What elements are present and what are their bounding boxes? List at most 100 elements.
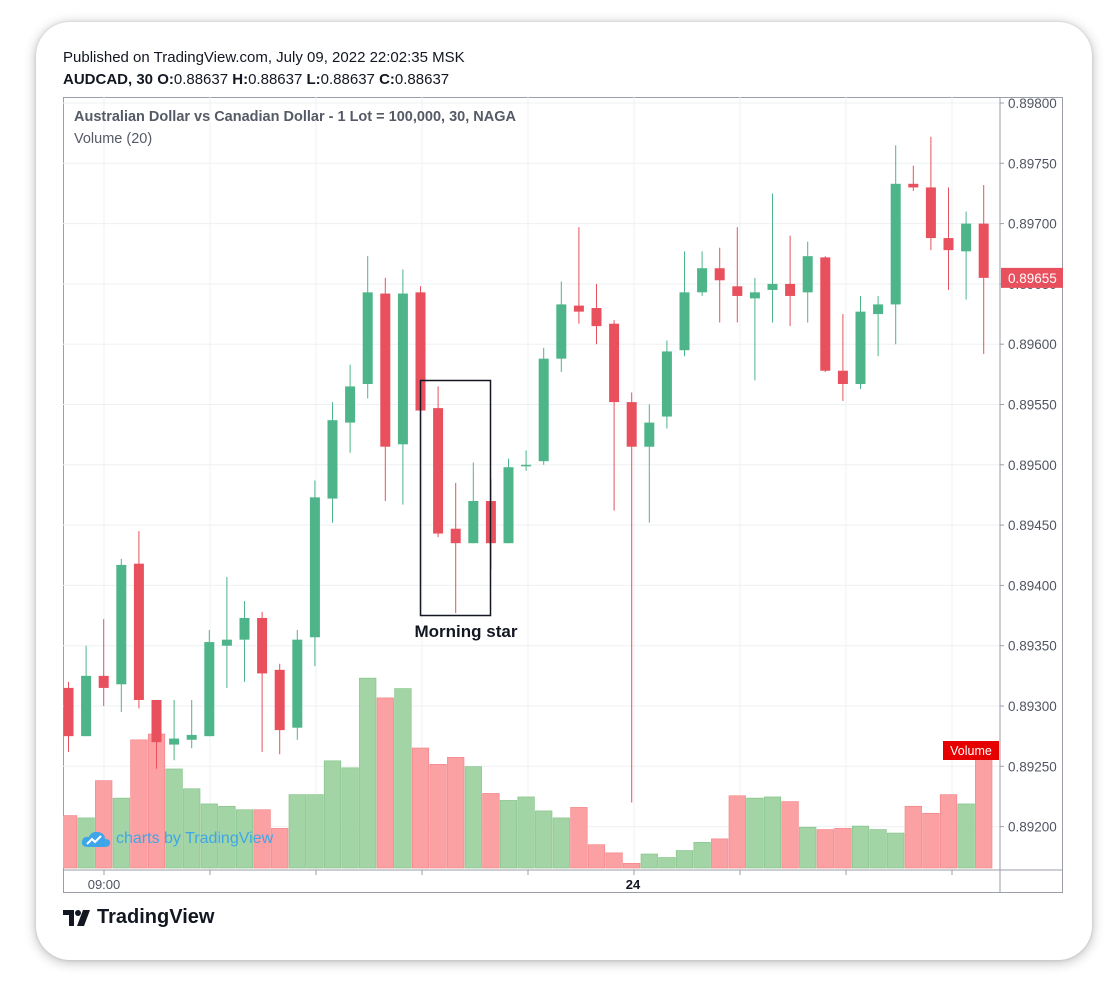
- volume-bar: [957, 803, 975, 869]
- volume-bar: [535, 810, 553, 869]
- volume-bar: [499, 800, 518, 869]
- candle-body: [609, 323, 620, 403]
- volume-bar: [834, 828, 852, 869]
- volume-bar: [570, 807, 588, 869]
- volume-bar: [605, 852, 623, 869]
- candle-body: [925, 187, 936, 239]
- volume-bar: [63, 815, 78, 869]
- volume-bar: [464, 766, 482, 869]
- volume-bar: [359, 677, 377, 869]
- volume-bar: [640, 853, 658, 869]
- instrument-legend: Australian Dollar vs Canadian Dollar - 1…: [74, 109, 516, 125]
- candle-body: [802, 256, 813, 293]
- y-tick-label: 0.89400: [1008, 578, 1057, 593]
- open-label: O:: [157, 71, 174, 88]
- volume-bar: [112, 797, 130, 869]
- volume-bar: [552, 817, 570, 869]
- candle-body: [556, 304, 567, 359]
- volume-bar: [887, 832, 905, 869]
- volume-bar: [218, 805, 236, 869]
- volume-bar: [482, 793, 500, 869]
- ohlc-line: AUDCAD, 30 O:0.88637 H:0.88637 L:0.88637…: [63, 71, 449, 88]
- candle-body: [591, 308, 602, 327]
- watermark: charts by TradingView: [80, 829, 273, 849]
- candle-body: [468, 500, 479, 544]
- candle-body: [450, 528, 461, 544]
- close-label: C:: [379, 71, 395, 88]
- y-tick-label: 0.89550: [1008, 398, 1057, 413]
- candle-body: [221, 639, 232, 646]
- candle-body: [415, 292, 426, 411]
- volume-bar: [429, 764, 447, 869]
- high-label: H:: [232, 71, 249, 88]
- volume-bar: [323, 760, 342, 869]
- volume-bar: [922, 812, 940, 869]
- chart-frame: [63, 97, 1063, 893]
- candle-body: [697, 268, 708, 293]
- volume-bar: [235, 809, 254, 869]
- y-tick-label: 0.89200: [1008, 820, 1057, 835]
- volume-bar: [711, 838, 729, 869]
- volume-bar: [288, 794, 306, 869]
- volume-bar: [376, 697, 394, 869]
- candle-body: [186, 734, 197, 740]
- open-value: 0.88637: [173, 71, 229, 88]
- candle-body: [257, 617, 268, 674]
- candle-body: [626, 402, 637, 447]
- candle-body: [890, 183, 901, 305]
- y-tick-label: 0.89350: [1008, 639, 1057, 654]
- candle-body: [433, 408, 444, 534]
- x-tick-label: 09:00: [88, 877, 121, 892]
- candle-body: [873, 304, 884, 315]
- annotation-label: Morning star: [415, 622, 518, 641]
- candle-body: [380, 293, 391, 447]
- candle-body: [327, 420, 338, 499]
- last-price-badge: [1001, 267, 1063, 288]
- low-value: 0.88637: [320, 71, 375, 88]
- candle-body: [362, 292, 373, 384]
- candle-body: [573, 305, 584, 312]
- high-value: 0.88637: [248, 71, 303, 88]
- low-label: L:: [306, 71, 321, 88]
- volume-bar: [851, 825, 870, 869]
- volume-bar: [763, 796, 782, 869]
- volume-bar: [411, 747, 430, 869]
- volume-bar: [95, 780, 113, 869]
- volume-bar: [746, 797, 764, 869]
- candle-body: [63, 687, 74, 737]
- candle-body: [503, 467, 514, 544]
- volume-bar: [130, 739, 148, 869]
- candle-body: [116, 564, 127, 685]
- volume-bar: [869, 829, 887, 869]
- volume-bar: [447, 757, 465, 869]
- tradingview-logo[interactable]: TradingView: [63, 906, 214, 929]
- candle-body: [714, 268, 725, 281]
- y-tick-label: 0.89750: [1008, 156, 1057, 171]
- plot-layer: Morning star: [63, 136, 993, 869]
- annotation-box: [419, 379, 492, 617]
- volume-badge: [943, 741, 999, 760]
- candle-body: [81, 675, 92, 737]
- y-tick-label: 0.89300: [1008, 699, 1057, 714]
- volume-bar: [200, 803, 218, 869]
- close-value: 0.88637: [394, 71, 450, 88]
- y-tick-label: 0.89800: [1008, 96, 1057, 111]
- last-price-label: 0.89655: [1008, 271, 1057, 286]
- volume-bar: [623, 863, 641, 869]
- candle-body: [908, 183, 919, 188]
- candle-body: [521, 464, 532, 467]
- candle-body: [820, 257, 831, 371]
- candle-body: [133, 563, 144, 700]
- volume-bar: [799, 826, 817, 869]
- candle-body: [169, 738, 180, 745]
- volume-bar: [253, 809, 271, 869]
- candle-body: [239, 617, 250, 640]
- volume-bar: [517, 796, 535, 869]
- candle-body: [749, 292, 760, 299]
- volume-bar: [306, 794, 324, 869]
- y-tick-label: 0.89450: [1008, 518, 1057, 533]
- candle-body: [961, 223, 972, 252]
- volume-bar: [341, 767, 359, 869]
- candle-body: [274, 669, 285, 731]
